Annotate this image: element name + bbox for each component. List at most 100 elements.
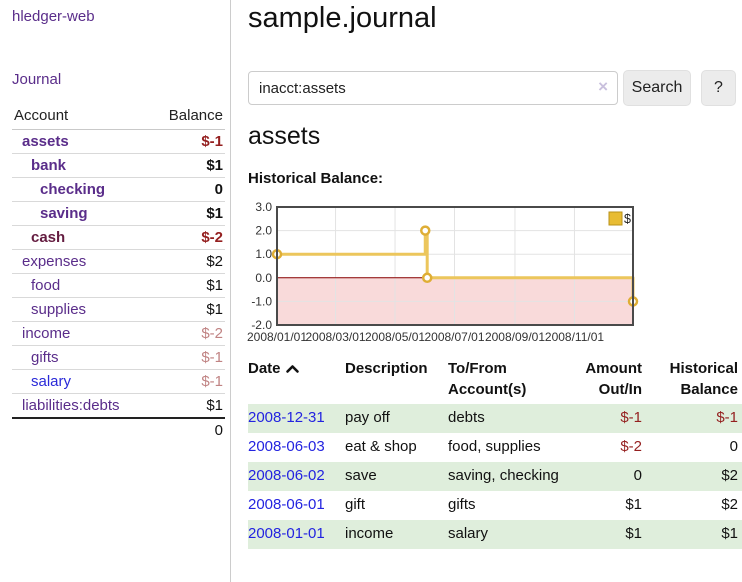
account-row: salary $-1 <box>12 369 225 394</box>
y-axis-tick-label: -1.0 <box>251 294 272 308</box>
accounts-total-row: 0 <box>12 417 225 442</box>
account-link[interactable]: liabilities:debts <box>12 393 152 419</box>
page-title: sample.journal <box>248 2 437 34</box>
account-link[interactable]: salary <box>12 369 152 394</box>
account-link[interactable]: saving <box>12 201 152 226</box>
x-axis-tick-label: 2008/09/01 <box>485 330 545 344</box>
clear-search-icon[interactable]: × <box>598 77 608 96</box>
account-row: liabilities:debts $1 <box>12 393 225 419</box>
account-balance: $1 <box>151 201 225 226</box>
sidebar-item-journal[interactable]: Journal <box>12 71 62 88</box>
x-axis-tick-label: 2008/05/01 <box>365 330 425 344</box>
legend-label: $ <box>624 212 631 226</box>
register-row: 2008-06-03 eat & shop food, supplies $-2 0 <box>248 433 742 462</box>
account-column-header: Account <box>12 104 152 130</box>
register-table: Date Description To/From Account(s) Amou… <box>248 358 742 549</box>
legend-swatch <box>608 211 623 226</box>
account-balance: 0 <box>151 177 225 202</box>
account-row: assets $-1 <box>12 129 225 154</box>
account-balance: $-2 <box>151 321 225 346</box>
transaction-description: pay off <box>345 409 390 426</box>
accounts-header-row: Account Balance <box>12 104 225 130</box>
account-link[interactable]: cash <box>12 225 152 250</box>
transaction-amount: 0 <box>633 467 642 484</box>
transaction-balance: $2 <box>721 467 738 484</box>
x-axis-tick-label: 2008/03/01 <box>305 330 365 344</box>
account-balance: $1 <box>151 153 225 178</box>
accounts-total-value: 0 <box>151 417 225 442</box>
search-button[interactable]: Search <box>623 70 691 106</box>
transaction-description: eat & shop <box>345 438 417 455</box>
account-balance: $-1 <box>151 345 225 370</box>
register-row: 2008-01-01 income salary $1 $1 <box>248 520 742 549</box>
y-axis-tick-label: 2.0 <box>255 224 272 238</box>
transaction-balance: $2 <box>721 496 738 513</box>
register-header-row: Date Description To/From Account(s) Amou… <box>248 358 742 404</box>
account-link[interactable]: food <box>12 273 152 298</box>
transaction-accounts: food, supplies <box>448 438 541 455</box>
account-link[interactable]: checking <box>12 177 152 202</box>
data-point-marker <box>421 272 433 284</box>
account-balance: $1 <box>151 297 225 322</box>
transaction-description: income <box>345 525 394 542</box>
transaction-description: gift <box>345 496 366 513</box>
account-row: food $1 <box>12 273 225 298</box>
transaction-amount: $-1 <box>620 409 642 426</box>
account-link[interactable]: gifts <box>12 345 152 370</box>
account-balance: $-1 <box>151 369 225 394</box>
account-row: income $-2 <box>12 321 225 346</box>
account-balance: $-2 <box>151 225 225 250</box>
register-row: 2008-06-02 save saving, checking 0 $2 <box>248 462 742 491</box>
description-column-header: Description <box>345 360 428 377</box>
accounts-column-header: To/From Account(s) <box>448 360 527 398</box>
account-link[interactable]: assets <box>12 129 152 154</box>
accounts-table: Account Balance assets $-1 bank $1 checking 0… <box>12 104 225 442</box>
transaction-date-link[interactable]: 2008-06-02 <box>248 467 325 484</box>
account-link[interactable]: supplies <box>12 297 152 322</box>
x-axis-tick-label: 2008/07/01 <box>424 330 484 344</box>
main-content: sample.journal × Search ? assets Histori… <box>232 0 742 582</box>
y-axis-tick-label: -2.0 <box>251 318 272 332</box>
y-axis-tick-label: 3.0 <box>255 200 272 214</box>
transaction-date-link[interactable]: 2008-06-03 <box>248 438 325 455</box>
transaction-balance: 0 <box>729 438 738 455</box>
account-link[interactable]: income <box>12 321 152 346</box>
section-heading: assets <box>248 122 321 150</box>
transaction-amount: $1 <box>625 496 642 513</box>
search-input[interactable] <box>248 71 618 105</box>
balance-column-header-register: Historical Balance <box>669 360 738 398</box>
transaction-balance: $-1 <box>716 409 738 426</box>
account-row: cash $-2 <box>12 225 225 250</box>
y-axis-tick-label: 1.0 <box>255 247 272 261</box>
sort-ascending-icon <box>285 365 299 373</box>
y-axis-tick-label: 0.0 <box>255 271 272 285</box>
data-point-marker <box>420 225 431 236</box>
account-balance: $1 <box>151 273 225 298</box>
account-row: checking 0 <box>12 177 225 202</box>
account-row: supplies $1 <box>12 297 225 322</box>
transaction-balance: $1 <box>721 525 738 542</box>
x-axis-tick-label: 2008/01/01 <box>247 330 307 344</box>
transaction-accounts: saving, checking <box>448 467 559 484</box>
date-column-header[interactable]: Date <box>248 358 345 404</box>
transaction-accounts: salary <box>448 525 489 542</box>
search-bar: × Search ? <box>248 70 742 106</box>
amount-column-header: Amount Out/In <box>585 360 642 398</box>
account-link[interactable]: expenses <box>12 249 152 274</box>
x-axis-tick-label: 2008/11/01 <box>545 330 604 344</box>
transaction-accounts: debts <box>448 409 485 426</box>
account-balance: $2 <box>151 249 225 274</box>
transaction-date-link[interactable]: 2008-06-01 <box>248 496 325 513</box>
help-button[interactable]: ? <box>701 70 736 106</box>
brand-link[interactable]: hledger-web <box>12 8 95 25</box>
transaction-date-link[interactable]: 2008-01-01 <box>248 525 325 542</box>
account-row: gifts $-1 <box>12 345 225 370</box>
transaction-description: save <box>345 467 377 484</box>
transaction-date-link[interactable]: 2008-12-31 <box>248 409 325 426</box>
transaction-amount: $1 <box>625 525 642 542</box>
transaction-accounts: gifts <box>448 496 476 513</box>
account-row: saving $1 <box>12 201 225 226</box>
account-link[interactable]: bank <box>12 153 152 178</box>
transaction-amount: $-2 <box>620 438 642 455</box>
account-balance: $1 <box>151 393 225 419</box>
